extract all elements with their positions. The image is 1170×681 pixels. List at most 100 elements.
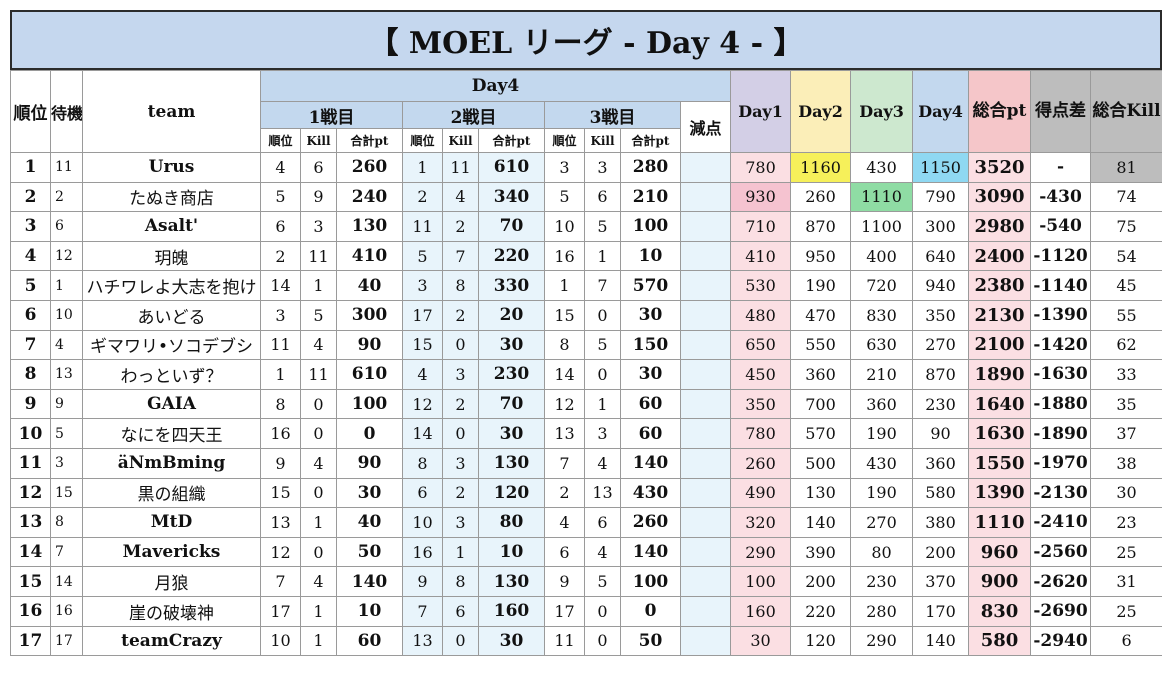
day2-points: 1160 xyxy=(790,152,852,183)
wait-cell: 6 xyxy=(50,211,83,242)
rank-cell: 8 xyxy=(10,359,51,390)
match1-kill: 5 xyxy=(300,299,337,331)
team-name: わっといず？ xyxy=(82,359,261,390)
wait-cell: 10 xyxy=(50,299,83,331)
team-name: 玥魄 xyxy=(82,240,261,272)
team-name: 崖の破壊神 xyxy=(82,595,261,627)
rank-cell: 6 xyxy=(10,299,51,331)
match2-points: 160 xyxy=(478,595,545,627)
match3-kill: 4 xyxy=(584,536,621,568)
match3-kill: 5 xyxy=(584,211,621,242)
match1-points: 30 xyxy=(336,477,403,509)
total-kill: 33 xyxy=(1090,359,1162,390)
penalty-cell xyxy=(679,418,732,449)
match2-kill: 7 xyxy=(442,240,479,272)
header-day4-group: Day4 xyxy=(259,70,732,102)
total-kill: 30 xyxy=(1090,477,1162,509)
wait-cell: 3 xyxy=(50,447,83,479)
match2-kill: 2 xyxy=(442,211,479,242)
match1-kill: 1 xyxy=(300,270,337,301)
wait-cell: 12 xyxy=(50,240,83,272)
day4-points: 90 xyxy=(912,418,970,449)
match2-points: 340 xyxy=(478,181,545,213)
match1-rank: 12 xyxy=(260,536,301,568)
total-points: 1110 xyxy=(968,507,1032,538)
penalty-cell xyxy=(679,595,732,627)
match2-rank: 3 xyxy=(402,270,443,301)
match2-points: 80 xyxy=(478,507,545,538)
standings-table: 順位 待機 team Day4 Day1 Day2 Day3 Day4 総合pt… xyxy=(10,70,1162,657)
match3-points: 60 xyxy=(620,388,681,420)
penalty-cell xyxy=(679,211,732,242)
match3-rank: 13 xyxy=(544,418,585,449)
match2-points: 30 xyxy=(478,418,545,449)
total-points: 2130 xyxy=(968,299,1032,331)
point-diff: -1390 xyxy=(1030,299,1092,331)
match1-kill: 0 xyxy=(300,418,337,449)
total-points: 960 xyxy=(968,536,1032,568)
penalty-cell xyxy=(679,388,732,420)
match1-points: 260 xyxy=(336,152,403,183)
match1-points: 0 xyxy=(336,418,403,449)
match3-rank: 10 xyxy=(544,211,585,242)
day2-points: 200 xyxy=(790,566,852,597)
match2-points: 30 xyxy=(478,625,545,657)
day4-points: 350 xyxy=(912,299,970,331)
match2-rank: 14 xyxy=(402,418,443,449)
total-points: 2380 xyxy=(968,270,1032,301)
match2-rank: 2 xyxy=(402,181,443,213)
penalty-cell xyxy=(679,299,732,331)
day2-points: 130 xyxy=(790,477,852,509)
total-kill: 6 xyxy=(1090,625,1162,657)
point-diff: -1880 xyxy=(1030,388,1092,420)
match3-rank: 5 xyxy=(544,181,585,213)
team-name: なにを四天王 xyxy=(82,418,261,449)
penalty-cell xyxy=(679,181,732,213)
match2-points: 220 xyxy=(478,240,545,272)
table-row: 11 3 äNmBming 9 4 90 8 3 130 7 4 140 260 500 430 360 155… xyxy=(10,447,1162,479)
day1-points: 160 xyxy=(730,595,792,627)
match1-points: 240 xyxy=(336,181,403,213)
day3-points: 360 xyxy=(850,388,914,420)
day1-points: 480 xyxy=(730,299,792,331)
day3-points: 270 xyxy=(850,507,914,538)
rank-cell: 11 xyxy=(10,447,51,479)
table-row: 2 2 たぬき商店 5 9 240 2 4 340 5 6 210 930 260 1110 790 3090-… xyxy=(10,181,1162,213)
table-row: 13 8 MtD 13 1 40 10 3 80 4 6 260 320 140 270 380 1110 -24… xyxy=(10,507,1162,538)
day3-points: 400 xyxy=(850,240,914,272)
match1-rank: 5 xyxy=(260,181,301,213)
penalty-cell xyxy=(679,566,732,597)
match2-points: 230 xyxy=(478,359,545,390)
team-name: äNmBming xyxy=(82,447,261,479)
match1-rank: 9 xyxy=(260,447,301,479)
match2-kill: 4 xyxy=(442,181,479,213)
point-diff: -430 xyxy=(1030,181,1092,213)
penalty-cell xyxy=(679,536,732,568)
day1-points: 350 xyxy=(730,388,792,420)
match2-kill: 11 xyxy=(442,152,479,183)
match3-rank: 9 xyxy=(544,566,585,597)
total-points: 580 xyxy=(968,625,1032,657)
rank-cell: 7 xyxy=(10,329,51,361)
header-day4: Day4 xyxy=(912,70,970,153)
match1-kill: 11 xyxy=(300,240,337,272)
match2-kill: 2 xyxy=(442,477,479,509)
match1-rank: 15 xyxy=(260,477,301,509)
day1-points: 930 xyxy=(730,181,792,213)
match1-points: 40 xyxy=(336,270,403,301)
team-name: Asalt' xyxy=(82,211,261,242)
table-row: 15 14 月狼 7 4 140 9 8 130 9 5 100 100 200 230 370 900 -262… xyxy=(10,566,1162,597)
day4-points: 1150 xyxy=(912,152,970,183)
team-name: MtD xyxy=(82,507,261,538)
table-row: 10 5 なにを四天王 16 0 0 14 0 30 13 3 60 780 570 190 90 1630 -1… xyxy=(10,418,1162,449)
table-row: 1 11 Urus 4 6 260 1 11 610 3 3 280 780 1160 430 1150 352… xyxy=(10,152,1162,183)
match3-kill: 0 xyxy=(584,595,621,627)
match3-points: 150 xyxy=(620,329,681,361)
penalty-cell xyxy=(679,240,732,272)
table-row: 4 12 玥魄 2 11 410 5 7 220 16 1 10 410 950 400 640 2400 -11… xyxy=(10,240,1162,272)
total-kill: 54 xyxy=(1090,240,1162,272)
point-diff: -2130 xyxy=(1030,477,1092,509)
header-match3: 3戦目 xyxy=(544,101,681,129)
total-kill: 37 xyxy=(1090,418,1162,449)
match3-kill: 13 xyxy=(584,477,621,509)
